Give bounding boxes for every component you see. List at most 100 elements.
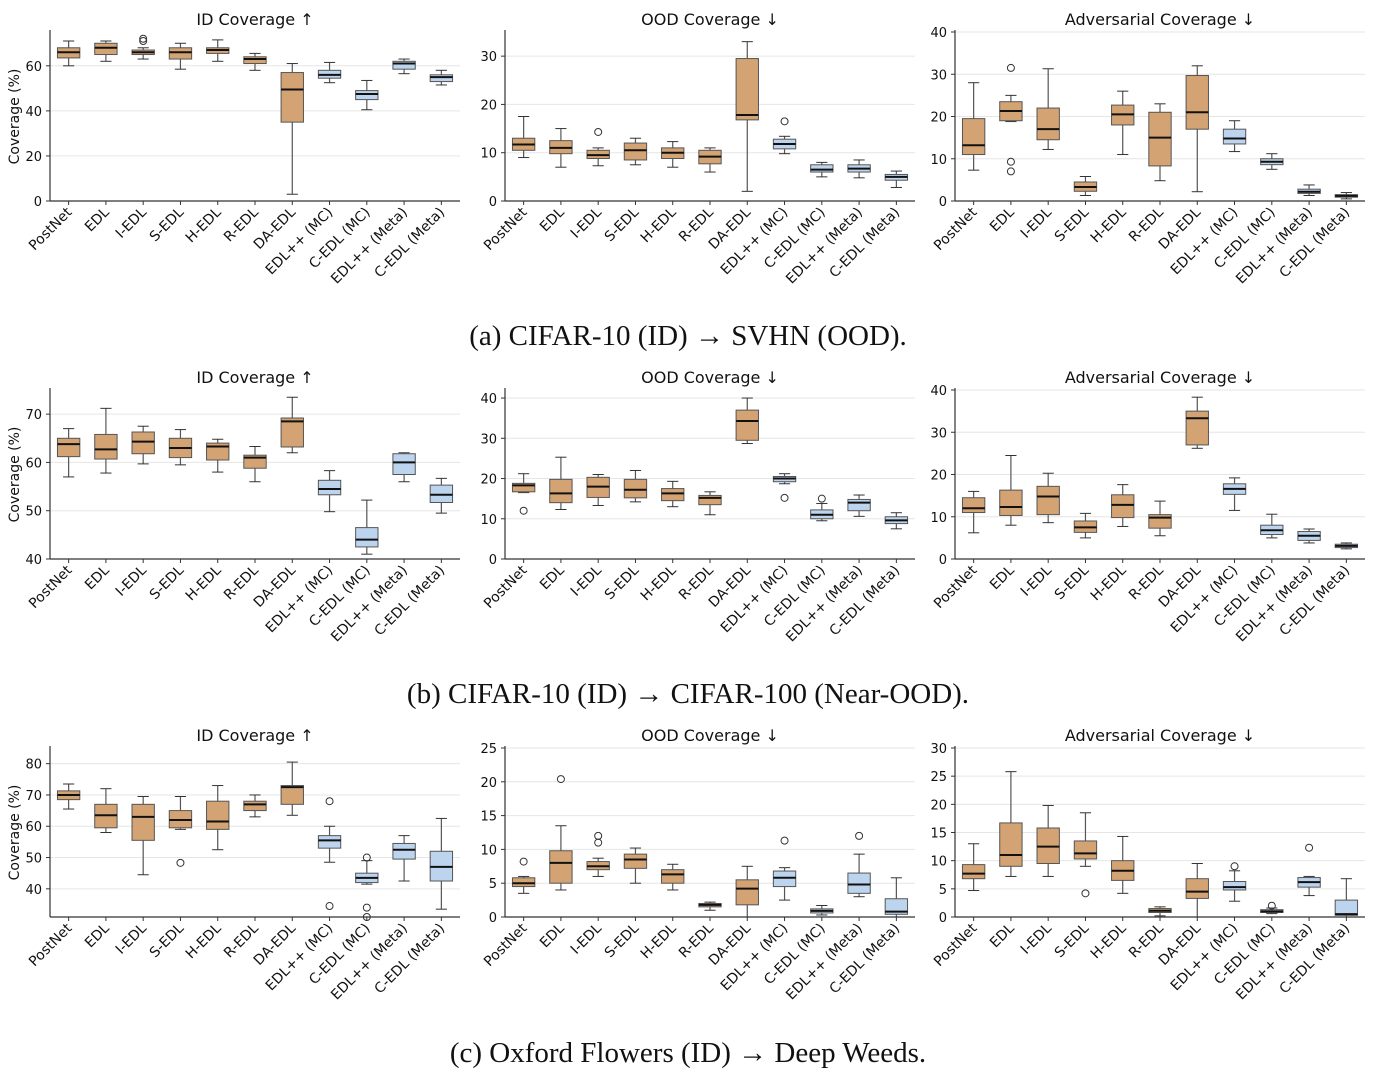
box-iqr — [1073, 840, 1098, 860]
panel-4: 0 10 20 30 40 OOD Coverage ↓ PostNet EDL I-EDLS-… — [480, 368, 915, 645]
box-c-edl-meta- — [429, 69, 454, 86]
box-edl — [94, 40, 118, 62]
x-tick-label: I-EDL — [1018, 562, 1055, 599]
y-tick-label: 20 — [480, 473, 497, 488]
y-tick-label: 20 — [930, 469, 947, 484]
box-edl-mc- — [1222, 862, 1247, 902]
box-i-edl — [1036, 472, 1060, 524]
box-iqr — [1222, 881, 1247, 891]
box-iqr — [280, 417, 304, 448]
box-edl-meta- — [392, 452, 416, 483]
panel-2: 0 10 20 30 40 Adversarial Coverage ↓ PostNet ED… — [930, 10, 1365, 287]
box-c-edl-mc- — [355, 79, 379, 111]
panel-5: 0 10 20 30 40 Adversarial Coverage ↓ PostNet ED… — [930, 368, 1365, 645]
y-tick-label: 0 — [939, 553, 947, 568]
panel-title: OOD Coverage ↓ — [641, 726, 779, 745]
box-h-edl — [661, 480, 685, 508]
box-iqr — [429, 74, 454, 83]
box-iqr — [355, 527, 379, 548]
outlier-point — [325, 902, 334, 911]
x-tick-label: H-EDL — [183, 204, 225, 246]
box-postnet — [511, 116, 536, 159]
outlier-point — [817, 494, 826, 503]
y-tick-label: 25 — [930, 770, 947, 785]
panel-6: 40 50 60 70 80 ID Coverage ↑ Coverage (%) PostN… — [7, 726, 460, 1003]
panel-3: 40 50 60 70 ID Coverage ↑ Coverage (%) PostNet… — [7, 368, 460, 645]
box-iqr — [243, 56, 267, 65]
box-i-edl — [131, 425, 155, 465]
outlier-point — [139, 34, 148, 43]
box-postnet — [511, 473, 536, 515]
outlier-point — [325, 797, 334, 806]
x-tick-label: H-EDL — [183, 920, 225, 962]
box-edl-mc- — [772, 117, 797, 155]
box-iqr — [94, 42, 118, 56]
box-iqr — [392, 60, 416, 70]
y-tick-label: 0 — [34, 195, 42, 210]
caption-b: (b) CIFAR-10 (ID) → CIFAR-100 (Near-OOD)… — [406, 678, 970, 710]
x-tick-label: PostNet — [481, 562, 531, 612]
caption-a: (a) CIFAR-10 (ID) → SVHN (OOD). — [469, 320, 907, 352]
y-tick-label: 50 — [25, 505, 42, 520]
x-tick-label: S-EDL — [1052, 920, 1093, 961]
box-iqr — [623, 853, 648, 869]
x-tick-label: S-EDL — [602, 562, 643, 603]
box-c-edl-meta- — [1334, 192, 1359, 200]
y-tick-label: 60 — [25, 60, 42, 75]
box-iqr — [810, 164, 834, 173]
box-iqr — [1334, 899, 1359, 916]
box-r-edl — [698, 491, 722, 516]
y-tick-label: 15 — [480, 810, 497, 825]
y-tick-label: 40 — [25, 105, 42, 120]
y-tick-label: 5 — [939, 883, 947, 898]
box-iqr — [999, 489, 1023, 516]
y-axis-label: Coverage (%) — [7, 427, 23, 523]
outlier-point — [176, 858, 185, 867]
x-tick-label: I-EDL — [113, 204, 150, 241]
box-da-edl — [1185, 65, 1209, 193]
box-s-edl — [1073, 512, 1098, 539]
box-s-edl — [168, 42, 193, 70]
outlier-point — [594, 838, 603, 847]
y-tick-label: 80 — [25, 758, 42, 773]
outlier-point — [1230, 862, 1239, 871]
outlier-point — [1267, 901, 1276, 910]
x-tick-label: H-EDL — [1088, 920, 1130, 962]
box-s-edl — [1073, 812, 1098, 898]
box-edl — [549, 456, 573, 511]
box-h-edl — [661, 863, 685, 891]
box-iqr — [735, 58, 759, 121]
box-edl-meta- — [847, 159, 871, 179]
x-tick-label: EDL — [537, 204, 568, 235]
box-da-edl — [280, 396, 304, 454]
box-edl — [94, 788, 118, 833]
box-r-edl — [243, 445, 267, 483]
box-h-edl — [1111, 835, 1135, 894]
x-tick-label: S-EDL — [1052, 204, 1093, 245]
outlier-point — [855, 831, 864, 840]
box-iqr — [94, 433, 118, 460]
box-c-edl-mc- — [810, 494, 834, 522]
outlier-point — [780, 836, 789, 845]
y-tick-label: 0 — [489, 195, 497, 210]
x-tick-label: H-EDL — [638, 562, 680, 604]
y-tick-label: 30 — [930, 742, 947, 757]
panel-7: 0 5 10 15 20 25 OOD Coverage ↓ PostNet EDL I-EDLS… — [480, 726, 915, 1003]
box-c-edl-meta- — [884, 170, 909, 188]
box-iqr — [131, 431, 155, 455]
box-da-edl — [1185, 396, 1209, 449]
outlier-point — [1006, 157, 1015, 166]
box-r-edl — [698, 147, 722, 173]
y-tick-label: 30 — [930, 68, 947, 83]
box-h-edl — [206, 785, 230, 851]
box-r-edl — [698, 901, 722, 911]
box-edl-meta- — [847, 494, 871, 517]
box-da-edl — [735, 41, 759, 192]
outlier-point — [594, 831, 603, 840]
box-h-edl — [1111, 484, 1135, 527]
box-c-edl-meta- — [1334, 878, 1359, 918]
x-tick-label: S-EDL — [147, 562, 188, 603]
box-edl-meta- — [1297, 184, 1321, 197]
box-iqr — [168, 47, 193, 60]
